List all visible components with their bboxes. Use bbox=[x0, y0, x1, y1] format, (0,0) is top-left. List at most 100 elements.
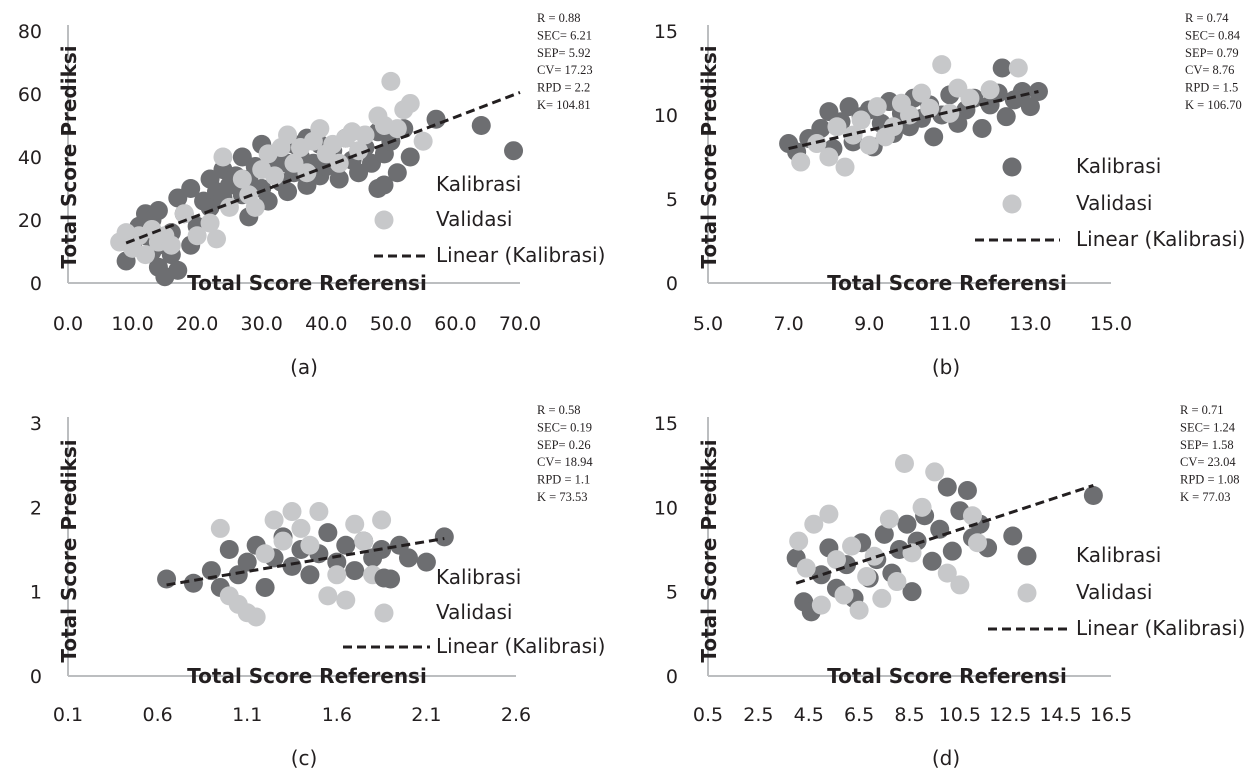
data-point-validasi bbox=[864, 546, 884, 566]
data-point-kalibrasi bbox=[168, 260, 188, 280]
stat-line: CV= 23.04 bbox=[1180, 455, 1236, 469]
data-point-validasi bbox=[264, 510, 284, 530]
data-point-kalibrasi bbox=[181, 179, 201, 198]
y-axis-title: Total Score Prediksi bbox=[697, 45, 721, 268]
data-point-validasi bbox=[200, 213, 220, 233]
stat-line: K = 106.70 bbox=[1185, 98, 1242, 112]
chart-panel-a: 0 20 40 60 80 0.0 10.0 20.0 30.0 40.0 50.0 60.0 70.0… bbox=[18, 11, 606, 379]
statistics-text: R = 0.88 SEC= 6.21 SEP= 5.92 CV= 17.23 RPD =… bbox=[537, 11, 593, 112]
y-tick-label: 0 bbox=[666, 273, 678, 295]
data-point-validasi bbox=[962, 506, 982, 526]
legend-marker-validasi bbox=[374, 603, 394, 623]
y-axis-title: Total Score Prediksi bbox=[697, 439, 721, 662]
y-tick-label: 15 bbox=[654, 413, 678, 435]
stat-line: R = 0.58 bbox=[537, 403, 581, 417]
x-tick-label: 50.0 bbox=[370, 313, 412, 335]
data-point-validasi bbox=[872, 588, 892, 608]
x-tick-label: 11.0 bbox=[929, 313, 971, 335]
data-point-validasi bbox=[278, 125, 298, 145]
x-tick-label: 10.0 bbox=[111, 313, 153, 335]
legend: Kalibrasi Validasi Linear (Kalibrasi) bbox=[975, 154, 1245, 251]
stat-line: R = 0.88 bbox=[537, 11, 581, 25]
data-point-validasi bbox=[310, 119, 330, 139]
panel-label: (d) bbox=[932, 746, 960, 770]
data-point-kalibrasi bbox=[897, 514, 917, 534]
data-point-kalibrasi bbox=[937, 477, 957, 497]
data-point-validasi bbox=[842, 536, 862, 556]
data-point-validasi bbox=[894, 453, 914, 473]
statistics-text: R = 0.58 SEC= 0.19 SEP= 0.26 CV= 18.94 RPD =… bbox=[537, 403, 593, 504]
data-point-kalibrasi bbox=[300, 565, 320, 585]
data-point-kalibrasi bbox=[922, 551, 942, 571]
x-tick-label: 40.0 bbox=[305, 313, 347, 335]
data-point-kalibrasi bbox=[1012, 81, 1032, 101]
y-axis-title: Total Score Prediksi bbox=[57, 45, 81, 268]
legend-marker-validasi bbox=[374, 210, 394, 230]
legend-label: Linear (Kalibrasi) bbox=[1076, 616, 1245, 640]
series-validasi bbox=[791, 55, 1028, 177]
x-axis-title: Total Score Referensi bbox=[827, 664, 1067, 688]
trendline-linear-kalibrasi bbox=[788, 90, 1039, 151]
data-point-validasi bbox=[300, 535, 320, 555]
stat-line: RPD = 1.1 bbox=[537, 473, 590, 487]
x-tick-label: 0.5 bbox=[693, 704, 723, 726]
series-validasi bbox=[210, 502, 392, 627]
x-tick-label: 8.5 bbox=[894, 704, 924, 726]
legend-label: Validasi bbox=[1076, 580, 1152, 604]
data-point-validasi bbox=[246, 607, 266, 627]
y-tick-label: 60 bbox=[18, 84, 42, 106]
data-point-validasi bbox=[135, 245, 155, 265]
data-point-validasi bbox=[297, 163, 317, 183]
data-point-kalibrasi bbox=[992, 58, 1012, 78]
x-tick-label: 60.0 bbox=[434, 313, 476, 335]
x-axis-title: Total Score Referensi bbox=[827, 271, 1067, 295]
data-point-validasi bbox=[920, 98, 940, 118]
chart-panel-c: 0 1 2 3 0.1 0.6 1.1 1.6 2.1 2.6 Total Score Refere… bbox=[30, 403, 606, 770]
legend-label: Linear (Kalibrasi) bbox=[436, 243, 605, 267]
stat-line: SEP= 1.58 bbox=[1180, 438, 1234, 452]
stat-line: CV= 8.76 bbox=[1185, 63, 1234, 77]
data-point-validasi bbox=[811, 595, 831, 615]
data-point-kalibrasi bbox=[282, 556, 302, 576]
data-point-validasi bbox=[1008, 58, 1028, 78]
x-tick-label: 13.0 bbox=[1009, 313, 1051, 335]
x-tick-label: 10.5 bbox=[939, 704, 981, 726]
y-tick-label: 0 bbox=[30, 666, 42, 688]
legend-label: Validasi bbox=[1076, 191, 1152, 215]
data-point-kalibrasi bbox=[278, 182, 298, 202]
y-tick-label: 3 bbox=[30, 413, 42, 435]
x-axis-title: Total Score Referensi bbox=[187, 664, 427, 688]
x-tick-label: 16.5 bbox=[1090, 704, 1132, 726]
x-tick-label: 0.1 bbox=[53, 704, 83, 726]
data-point-kalibrasi bbox=[1003, 526, 1023, 546]
data-point-validasi bbox=[835, 157, 855, 177]
stat-line: RPD = 2.2 bbox=[537, 81, 590, 95]
y-tick-label: 5 bbox=[666, 582, 678, 604]
x-tick-label: 2.1 bbox=[411, 704, 441, 726]
data-point-validasi bbox=[265, 166, 285, 186]
x-tick-label: 2.5 bbox=[743, 704, 773, 726]
data-point-validasi bbox=[291, 518, 311, 538]
data-point-kalibrasi bbox=[811, 565, 831, 585]
x-tick-label: 0.6 bbox=[142, 704, 172, 726]
x-tick-label: 70.0 bbox=[499, 313, 541, 335]
data-point-validasi bbox=[329, 153, 349, 173]
x-tick-label: 1.6 bbox=[322, 704, 352, 726]
series-validasi bbox=[110, 71, 433, 265]
data-point-validasi bbox=[925, 462, 945, 482]
x-tick-label: 2.6 bbox=[501, 704, 531, 726]
stat-line: R = 0.74 bbox=[1185, 11, 1229, 25]
stat-line: R = 0.71 bbox=[1180, 403, 1224, 417]
data-point-validasi bbox=[819, 504, 839, 524]
data-point-kalibrasi bbox=[398, 548, 418, 568]
data-point-validasi bbox=[210, 518, 230, 538]
stat-line: RPD = 1.08 bbox=[1180, 473, 1240, 487]
data-point-validasi bbox=[980, 80, 1000, 100]
data-point-validasi bbox=[887, 572, 907, 592]
data-point-validasi bbox=[309, 502, 329, 522]
legend: Kalibrasi Validasi Linear (Kalibrasi) bbox=[988, 543, 1245, 640]
data-point-validasi bbox=[245, 197, 265, 217]
stat-line: RPD = 1.5 bbox=[1185, 81, 1238, 95]
legend-marker-kalibrasi bbox=[374, 568, 394, 588]
data-point-validasi bbox=[883, 117, 903, 137]
